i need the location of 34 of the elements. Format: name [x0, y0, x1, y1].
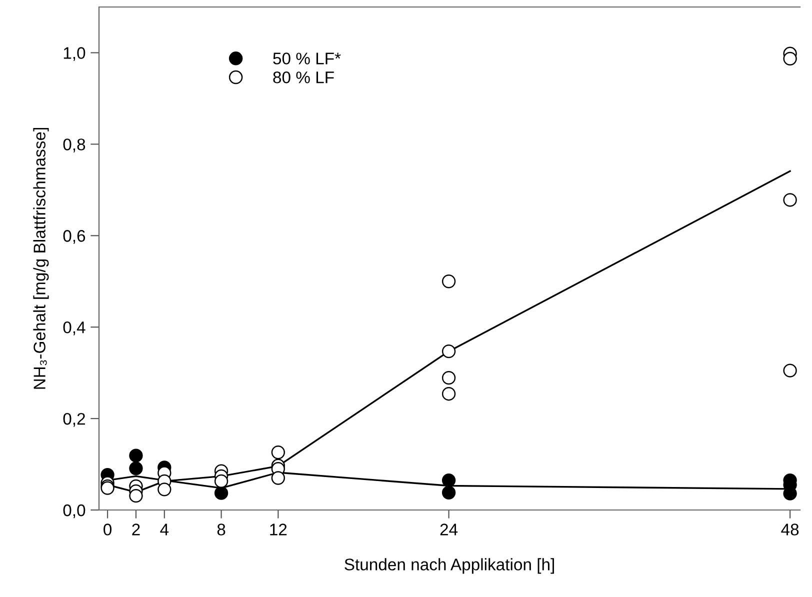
x-tick-label: 0: [104, 524, 112, 536]
point: [442, 344, 456, 358]
x-tick-label: 2: [132, 524, 140, 536]
point: [783, 364, 797, 378]
point: [783, 52, 797, 66]
point: [158, 482, 172, 496]
y-tick-label: 0,4: [63, 321, 86, 336]
point: [442, 371, 456, 385]
y-tick-label: 0,6: [63, 230, 86, 244]
y-tick-label: 1,0: [64, 47, 86, 61]
x-tick-label: 24: [440, 524, 458, 536]
point: [271, 446, 285, 460]
x-axis-title: Stunden nach Applikation [h]: [344, 558, 554, 574]
y-tick-label: 0,8: [63, 138, 86, 152]
y-tick-label: 0,2: [63, 412, 85, 427]
point: [214, 486, 228, 500]
point: [129, 448, 143, 462]
point: [442, 387, 456, 401]
point: [129, 488, 143, 503]
x-tick-label: 48: [781, 524, 799, 536]
point: [214, 474, 228, 488]
point: [783, 193, 797, 207]
legend-label: 80 % LF: [273, 71, 334, 84]
x-tick-label: 4: [160, 524, 169, 536]
x-tick-label: 12: [270, 524, 287, 536]
x-tick-label: 8: [217, 524, 226, 536]
legend-label: 50 % LF*: [273, 52, 341, 64]
point: [442, 473, 456, 488]
y-tick-label: 0,0: [63, 504, 86, 518]
y-axis-title: NH₃-Gehalt [mg/g Blattfrischmasse]: [33, 128, 49, 389]
point: [442, 486, 456, 500]
point: [271, 471, 285, 485]
point: [442, 274, 456, 288]
point: [129, 462, 143, 476]
